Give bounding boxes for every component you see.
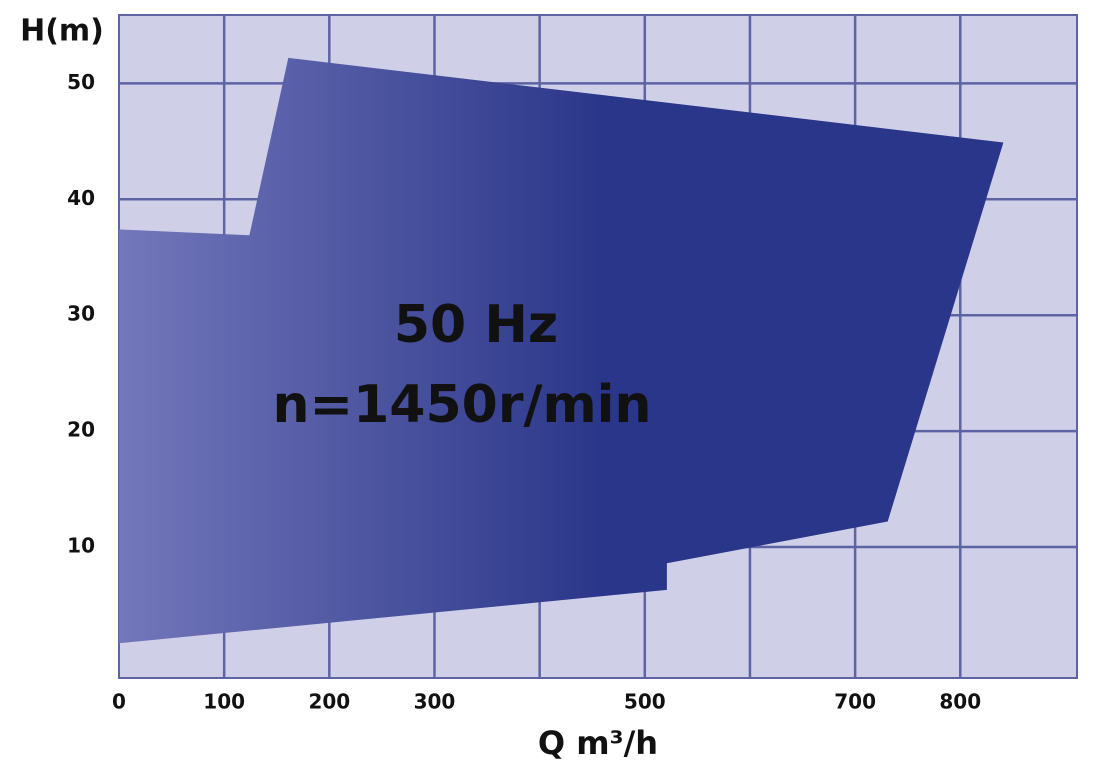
annotation: 50 Hz [394,295,558,355]
x-tick-label: 0 [112,690,126,714]
x-tick-label: 100 [203,690,245,714]
x-tick-label: 800 [939,690,981,714]
y-tick-label: 10 [67,534,95,558]
y-tick-label: 50 [67,70,95,94]
x-tick-label: 700 [834,690,876,714]
y-axis-label: H(m) [20,14,104,49]
annotation: n=1450r/min [273,375,652,435]
operating-region [119,57,1004,644]
x-tick-label: 200 [308,690,350,714]
x-tick-label: 300 [414,690,456,714]
y-tick-label: 20 [67,418,95,442]
y-tick-label: 30 [67,302,95,326]
x-axis-label: Q m³/h [538,724,658,762]
x-tick-label: 500 [624,690,666,714]
y-tick-label: 40 [67,186,95,210]
